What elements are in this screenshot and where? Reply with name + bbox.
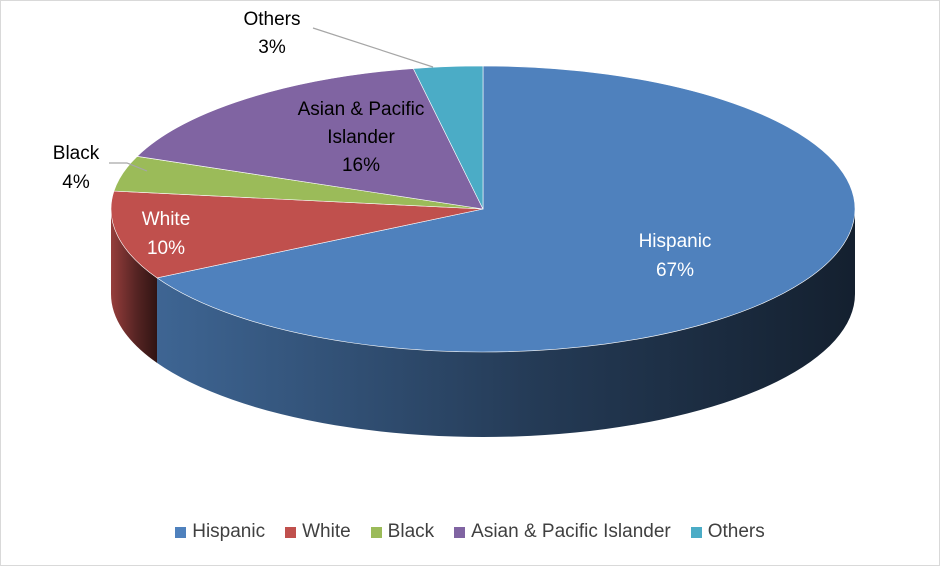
legend-item-hispanic: Hispanic xyxy=(175,521,265,543)
legend-swatch xyxy=(285,526,297,538)
pie-slice-others xyxy=(412,65,484,210)
legend-item-black: Black xyxy=(370,521,435,543)
legend-label: Asian & Pacific Islander xyxy=(471,521,671,542)
pie-slice-asian-pacific-islander xyxy=(136,68,484,210)
legend-label: Others xyxy=(707,521,765,542)
pie-side-hispanic xyxy=(157,209,855,437)
data-label-asian-pacific-islander: Asian & Pacific Islander 16% xyxy=(298,99,425,176)
leader-line-black xyxy=(109,162,148,172)
data-label-others: Others 3% xyxy=(243,9,300,58)
legend-item-asian-pacific-islander: Asian & Pacific Islander xyxy=(454,521,671,543)
legend-label: White xyxy=(302,521,351,542)
leader-line-others xyxy=(312,27,434,68)
chart-legend: Hispanic White Black Asian & Pacific Island… xyxy=(1,520,939,544)
data-label-white: White 10% xyxy=(142,209,191,259)
legend-label: Hispanic xyxy=(192,521,266,542)
data-label-hispanic: Hispanic 67% xyxy=(639,231,712,281)
legend-swatch xyxy=(370,526,382,538)
legend-swatch xyxy=(690,526,702,538)
data-label-black: Black 4% xyxy=(53,143,100,193)
pie-slice-hispanic xyxy=(156,65,856,353)
legend-item-white: White xyxy=(285,521,351,543)
legend-swatch xyxy=(175,526,187,538)
legend-item-others: Others xyxy=(690,521,765,543)
pie-side-white xyxy=(111,209,158,363)
pie-slice-white xyxy=(110,190,484,279)
legend-label: Black xyxy=(387,521,435,542)
legend-swatch xyxy=(454,526,466,538)
